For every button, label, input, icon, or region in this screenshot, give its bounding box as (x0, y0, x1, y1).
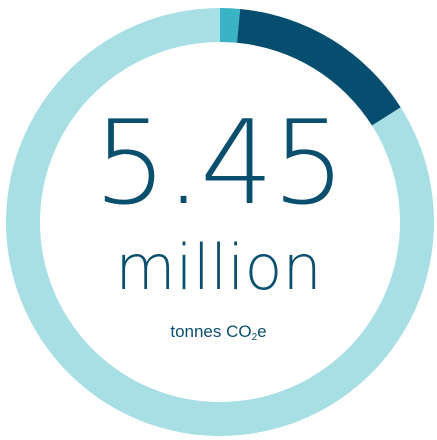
donut-segments (5, 8, 434, 436)
donut-segment-1 (220, 8, 241, 43)
donut-segment-2 (236, 8, 401, 126)
